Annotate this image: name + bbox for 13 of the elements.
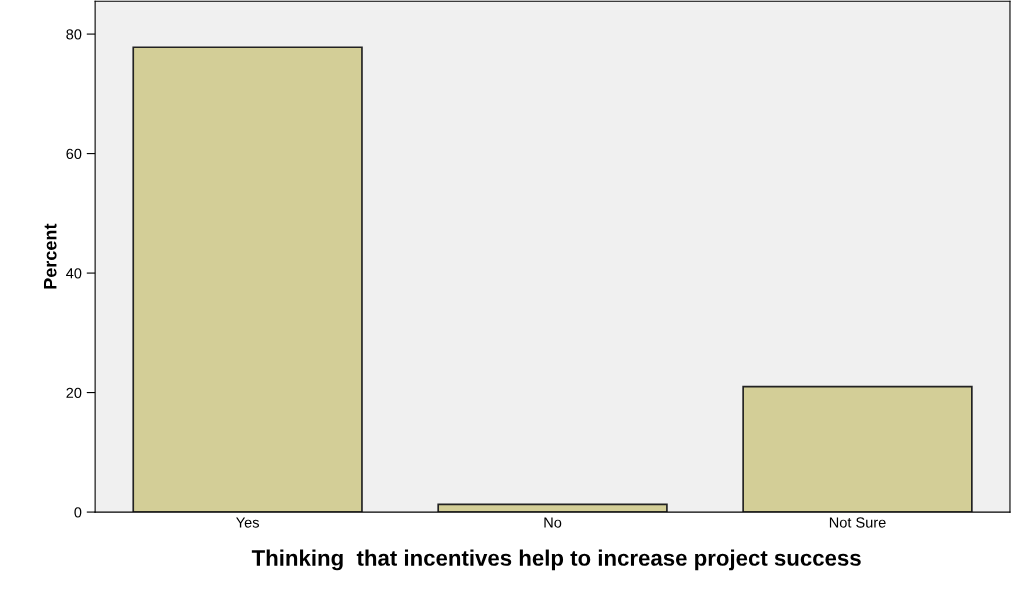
y-tick-label: 80 bbox=[66, 29, 82, 40]
y-tick-label: 40 bbox=[66, 268, 82, 279]
x-axis-title: Thinking that incentives help to increase project success bbox=[251, 549, 861, 571]
bar bbox=[742, 385, 973, 513]
y-tick-label: 0 bbox=[74, 507, 82, 518]
bar bbox=[132, 46, 363, 513]
x-tick-label: Yes bbox=[236, 517, 259, 528]
y-tick-label: 60 bbox=[66, 148, 82, 160]
y-tick-label: 20 bbox=[66, 387, 82, 399]
y-axis-title: Percent bbox=[43, 223, 57, 289]
x-tick-label: Not Sure bbox=[829, 517, 886, 528]
bar bbox=[437, 503, 668, 513]
x-tick-label: No bbox=[544, 517, 562, 528]
